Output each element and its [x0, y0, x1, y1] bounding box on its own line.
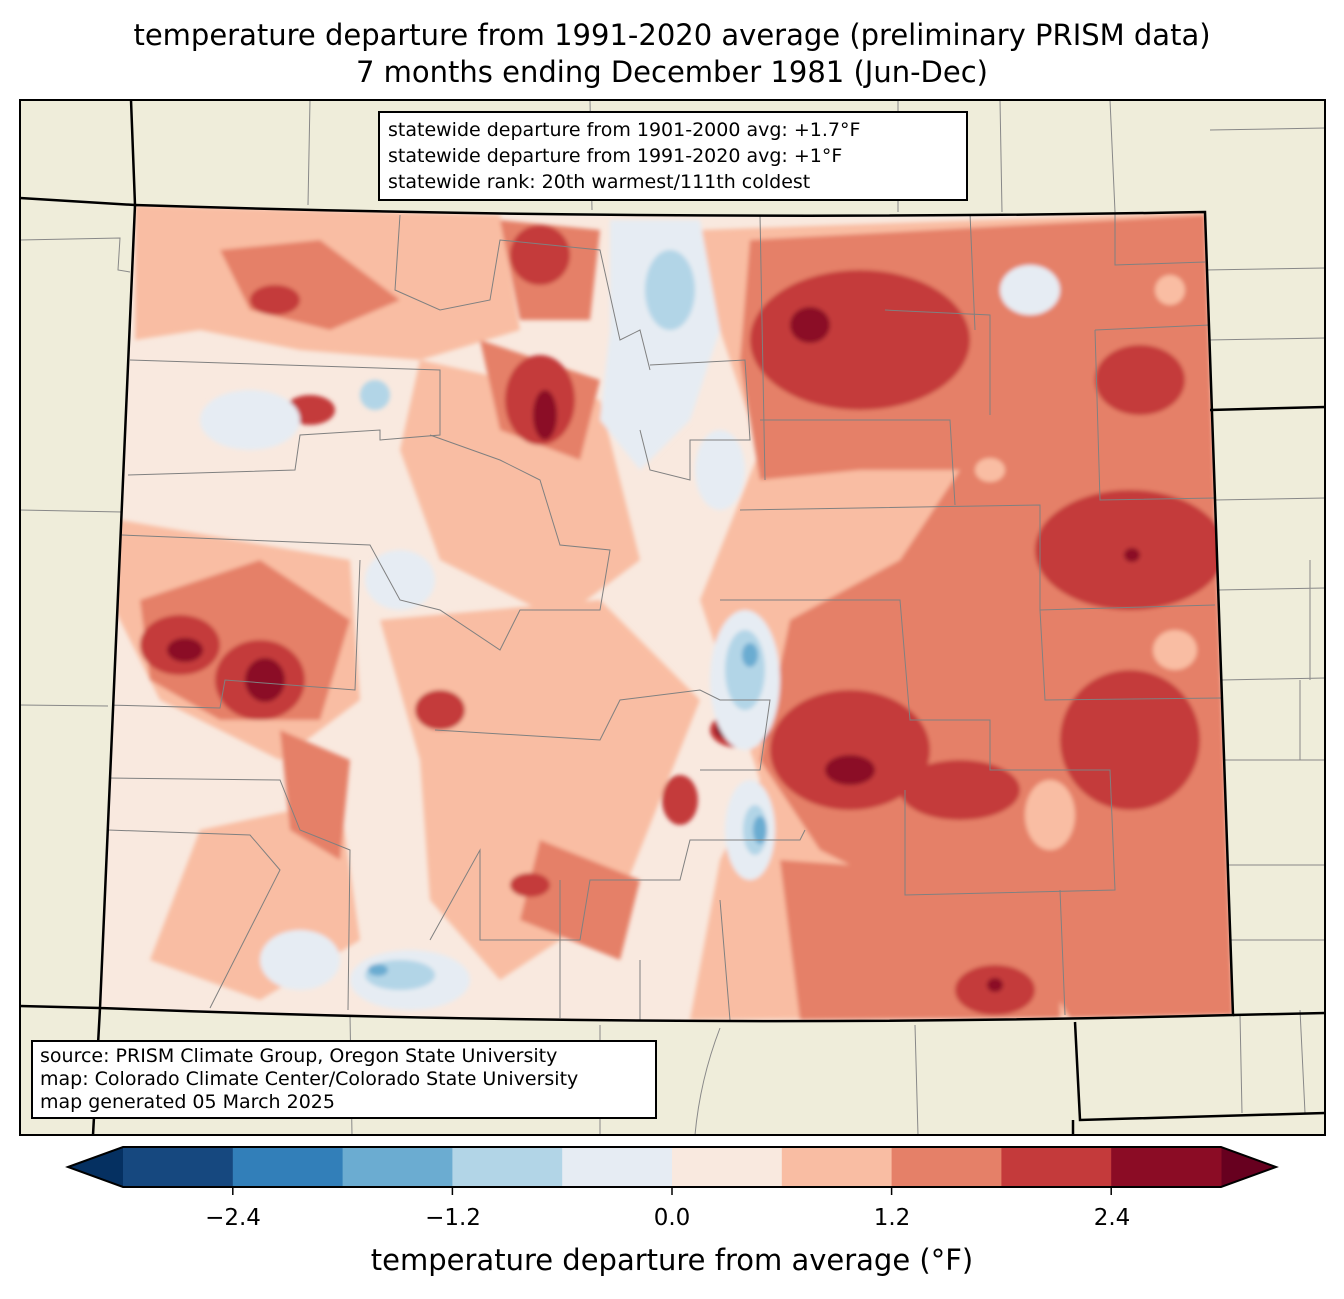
colorbar-bin — [562, 1147, 673, 1187]
colorbar-tick-label: 1.2 — [873, 1205, 911, 1231]
colorbar-tick-label: −2.4 — [205, 1205, 261, 1231]
map-title: temperature departure from 1991-2020 ave… — [133, 18, 1211, 52]
colorbar-bin — [1001, 1147, 1112, 1187]
stat-departure-1901-2000: statewide departure from 1901-2000 avg: … — [388, 119, 861, 141]
colorbar-bin — [342, 1147, 453, 1187]
state-borders — [19, 99, 1326, 1136]
colorbar-bin — [1111, 1147, 1222, 1187]
colorbar-outline — [65, 1146, 1279, 1188]
colorado-departure-field — [100, 205, 1233, 1022]
generated-date-line: map generated 05 March 2025 — [40, 1091, 335, 1113]
colorbar-over-arrow — [1221, 1147, 1276, 1187]
colorbar-bin — [452, 1147, 563, 1187]
map-subtitle: 7 months ending December 1981 (Jun-Dec) — [356, 55, 988, 89]
colorado-border — [98, 203, 1235, 1023]
stat-rank: statewide rank: 20th warmest/111th colde… — [388, 171, 811, 193]
source-line: source: PRISM Climate Group, Oregon Stat… — [40, 1045, 558, 1067]
colorbar-bin — [672, 1147, 783, 1187]
map-frame — [19, 99, 1326, 1136]
stat-departure-1991-2020: statewide departure from 1991-2020 avg: … — [388, 145, 843, 167]
colorbar-tick-label: −1.2 — [425, 1205, 481, 1231]
statewide-stats-box: statewide departure from 1901-2000 avg: … — [378, 111, 968, 201]
colorbar-tick-label: 2.4 — [1093, 1205, 1131, 1231]
colorbar-under-arrow — [68, 1147, 123, 1187]
colorbar-bin — [232, 1147, 344, 1187]
colorbar-label: temperature departure from average (°F) — [370, 1243, 974, 1277]
source-box: source: PRISM Climate Group, Oregon Stat… — [31, 1040, 657, 1119]
colorbar-bin — [891, 1147, 1002, 1187]
colorbar-bin — [781, 1147, 893, 1187]
colorbar — [65, 1146, 1279, 1195]
map-credit-line: map: Colorado Climate Center/Colorado St… — [40, 1068, 579, 1090]
colorbar-bin — [123, 1147, 234, 1187]
colorbar-tick-label: 0.0 — [653, 1205, 691, 1231]
county-lines — [107, 212, 1223, 1021]
